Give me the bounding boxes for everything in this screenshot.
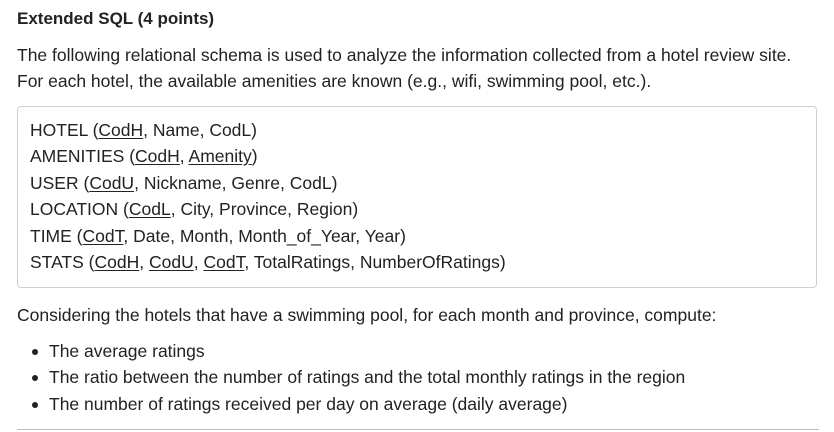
- table-name: TIME: [30, 225, 72, 246]
- attribute: TotalRatings: [253, 252, 351, 273]
- bullet-icon: [32, 349, 38, 355]
- schema-line-user: USER (CodU, Nickname, Genre, CodL): [30, 172, 338, 193]
- bottom-divider: [17, 429, 819, 430]
- primary-key-attribute: CodH: [98, 120, 144, 140]
- exercise-title: Extended SQL (4 points): [17, 9, 215, 28]
- schema-line-stats: STATS (CodH, CodU, CodT, TotalRatings, N…: [30, 252, 506, 273]
- table-name: HOTEL: [30, 120, 88, 140]
- attribute: CodL: [209, 120, 252, 140]
- task-item: The ratio between the number of ratings …: [17, 364, 685, 390]
- task-text: The number of ratings received per day o…: [49, 393, 568, 414]
- table-name: LOCATION: [30, 199, 119, 220]
- primary-key-attribute: Amenity: [188, 146, 252, 167]
- attribute: Province: [219, 199, 288, 220]
- primary-key-attribute: CodU: [89, 172, 135, 193]
- task-text: The ratio between the number of ratings …: [49, 367, 686, 388]
- schema-line-location: LOCATION (CodL, City, Province, Region): [30, 199, 359, 220]
- attribute: Date: [133, 225, 171, 246]
- schema-list: HOTEL (CodH, Name, CodL) AMENITIES (CodH,…: [30, 117, 816, 275]
- bullet-icon: [32, 401, 38, 408]
- schema-line-time: TIME (CodT, Date, Month, Month_of_Year, …: [30, 225, 406, 246]
- primary-key-attribute: CodU: [149, 252, 194, 273]
- primary-key-attribute: CodH: [135, 146, 180, 167]
- task-item: The average ratings: [17, 338, 685, 364]
- attribute: Nickname: [143, 172, 222, 193]
- schema-line-amenities: AMENITIES (CodH, Amenity): [30, 146, 258, 167]
- attribute: Month: [179, 225, 229, 246]
- table-name: STATS: [30, 252, 84, 273]
- schema-line-hotel: HOTEL (CodH, Name, CodL): [30, 120, 257, 140]
- attribute: Genre: [231, 172, 280, 193]
- exercise-intro: The following relational schema is used …: [17, 45, 792, 91]
- primary-key-attribute: CodT: [203, 252, 245, 273]
- attribute: Year: [364, 225, 401, 246]
- table-name: USER: [30, 172, 79, 193]
- attribute: Region: [296, 199, 353, 220]
- table-name: AMENITIES: [30, 146, 125, 167]
- primary-key-attribute: CodL: [128, 199, 171, 220]
- schema-box: HOTEL (CodH, Name, CodL) AMENITIES (CodH,…: [17, 106, 817, 288]
- task-item: The number of ratings received per day o…: [17, 391, 685, 417]
- primary-key-attribute: CodT: [82, 225, 124, 246]
- attribute: Month_of_Year: [238, 225, 356, 246]
- attribute: NumberOfRatings: [359, 252, 500, 273]
- task-list: The average ratings The ratio between the…: [17, 338, 685, 417]
- exercise-question: Considering the hotels that have a swimm…: [17, 305, 717, 325]
- attribute: Name: [152, 120, 200, 140]
- primary-key-attribute: CodH: [94, 252, 140, 273]
- bullet-icon: [32, 375, 38, 382]
- attribute: CodL: [289, 172, 332, 193]
- task-text: The average ratings: [49, 341, 205, 361]
- attribute: City: [180, 199, 210, 220]
